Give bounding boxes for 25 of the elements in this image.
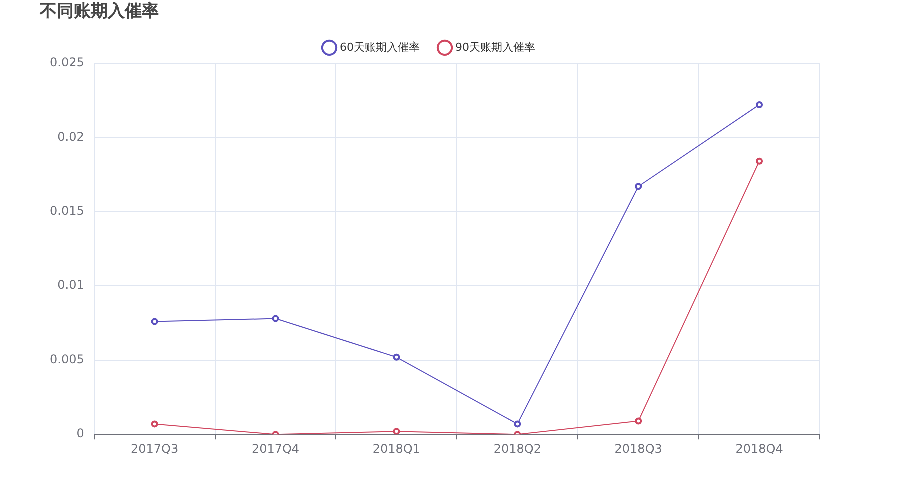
point: [635, 183, 642, 190]
y-tick-label: 0.015: [50, 204, 84, 218]
y-tick-label: 0: [76, 426, 84, 441]
point: [514, 420, 522, 428]
y-tick-label: 0.01: [58, 278, 84, 292]
point: [393, 428, 400, 435]
legend-label: 90天账期入催率: [456, 40, 536, 54]
x-tick-label: 2017Q3: [131, 442, 179, 456]
legend-label: 60天账期入催率: [340, 40, 420, 54]
point: [756, 158, 764, 165]
y-tick-label: 0.025: [50, 56, 84, 70]
point: [635, 418, 642, 425]
x-tick-label: 2017Q4: [252, 442, 300, 456]
point: [272, 315, 280, 322]
y-tick-label: 0.005: [50, 352, 84, 366]
y-tick-label: 0.02: [58, 130, 84, 144]
chart-title: 不同账期入催率: [39, 2, 159, 22]
point: [393, 354, 400, 361]
x-tick-label: 2018Q2: [494, 442, 542, 456]
x-tick-label: 2018Q3: [614, 442, 662, 456]
x-tick-label: 2018Q4: [736, 442, 784, 456]
x-tick-label: 2018Q1: [372, 442, 421, 456]
point: [151, 318, 158, 326]
point: [756, 101, 764, 108]
point: [151, 420, 158, 428]
